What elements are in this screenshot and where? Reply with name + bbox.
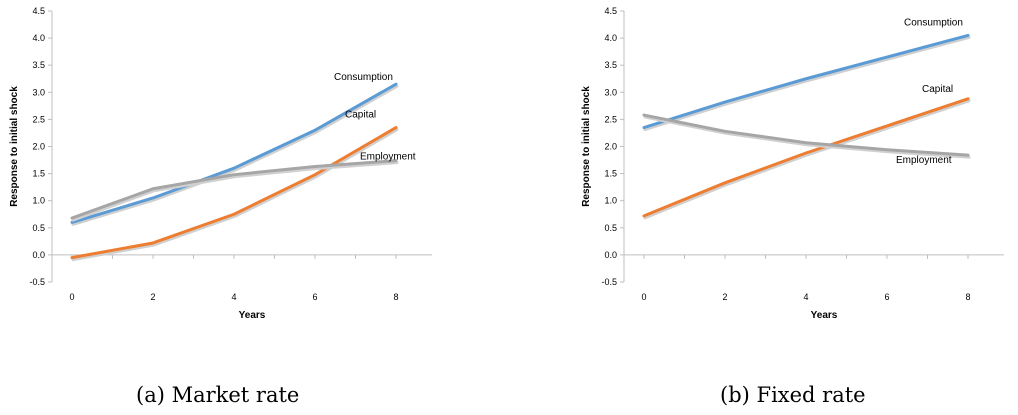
x-tick-label: 4 [803, 292, 808, 302]
x-axis-title: Years [239, 310, 266, 321]
series-label-employment: Employment [360, 152, 416, 163]
y-tick-label: 4.5 [32, 6, 45, 16]
x-axis-title: Years [811, 310, 838, 321]
series-label-employment: Employment [896, 155, 952, 166]
y-tick-label: 1.0 [32, 196, 45, 206]
y-tick-label: 2.0 [32, 142, 45, 152]
y-axis-title: Response to initial shock [581, 86, 592, 207]
y-tick-label: 2.0 [604, 142, 617, 152]
series-line-employment [70, 159, 398, 220]
y-tick-label: 3.0 [604, 87, 617, 97]
y-tick-label: -0.5 [601, 277, 617, 287]
chart-fixed-rate: -0.5 0.0 0.5 1.0 1.5 2.0 2.5 3.0 3.5 4.0 4.5 0 2 4 6 8 Y… [581, 6, 1004, 321]
x-tick-label: 0 [69, 292, 74, 302]
series-line-capital [642, 97, 970, 218]
series-line-employment [642, 113, 970, 157]
x-tick-label: 6 [312, 292, 317, 302]
y-tick-label: 1.5 [32, 169, 45, 179]
series-label-capital: Capital [922, 84, 953, 95]
x-tick-label: 0 [641, 292, 646, 302]
x-tick-label: 2 [150, 292, 155, 302]
y-tick-label: 0.5 [604, 223, 617, 233]
x-tick-label: 8 [965, 292, 970, 302]
x-tick-label: 4 [231, 292, 236, 302]
y-tick-label: 1.5 [604, 169, 617, 179]
y-tick-label: 3.5 [32, 60, 45, 70]
series-line-shadow [71, 128, 399, 262]
y-tick-label: 1.0 [604, 196, 617, 206]
series-line-shadow [71, 84, 399, 226]
y-tick-label: 3.0 [32, 87, 45, 97]
series-line-shadow [643, 115, 971, 159]
series-line-shadow [643, 99, 971, 220]
x-tick-label: 2 [722, 292, 727, 302]
y-tick-label: -0.5 [29, 277, 45, 287]
series-label-consumption: Consumption [904, 17, 963, 28]
y-tick-label: 4.0 [32, 33, 45, 43]
caption-fixed-rate: (b) Fixed rate [720, 383, 866, 407]
series-line-shadow [71, 161, 399, 222]
series-line-shadow [643, 35, 971, 132]
series-line-consumption [642, 33, 970, 130]
caption-market-rate: (a) Market rate [136, 383, 300, 407]
y-tick-label: 3.5 [604, 60, 617, 70]
y-axis-title: Response to initial shock [9, 86, 20, 207]
y-tick-label: 4.5 [604, 6, 617, 16]
y-tick-label: 2.5 [32, 114, 45, 124]
chart-market-rate: -0.5 0.0 0.5 1.0 1.5 2.0 2.5 3.0 3.5 4.0 4.5 0 2 4 6 8 Y… [9, 6, 432, 321]
y-tick-label: 2.5 [604, 114, 617, 124]
y-tick-label: 4.0 [604, 33, 617, 43]
y-tick-label: 0.0 [604, 250, 617, 260]
series-label-consumption: Consumption [334, 72, 393, 83]
series-line-consumption [70, 82, 398, 224]
series-line-capital [70, 126, 398, 260]
y-tick-label: 0.5 [32, 223, 45, 233]
y-tick-label: 0.0 [32, 250, 45, 260]
x-tick-label: 6 [884, 292, 889, 302]
x-tick-label: 8 [393, 292, 398, 302]
series-label-capital: Capital [345, 110, 376, 121]
